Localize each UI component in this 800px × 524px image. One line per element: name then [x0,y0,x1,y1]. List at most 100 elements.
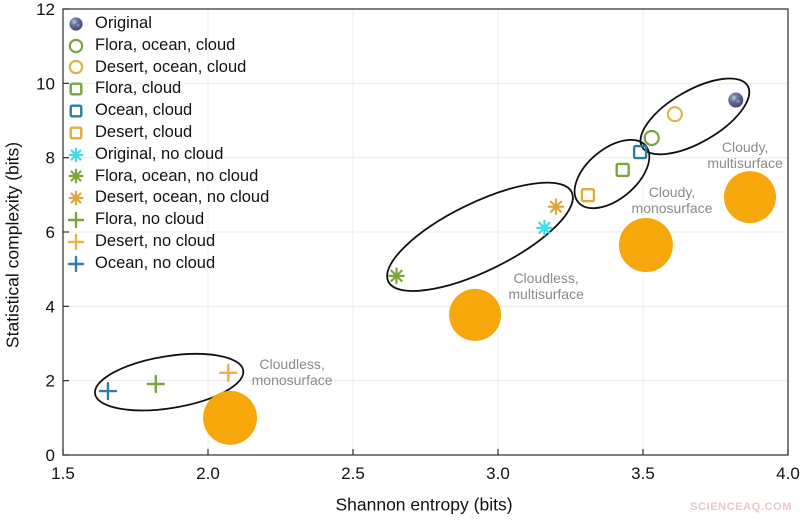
y-tick-label: 12 [36,0,55,19]
legend-item-label: Flora, ocean, cloud [95,35,236,54]
x-tick-label: 1.5 [51,464,75,483]
y-tick-label: 2 [46,372,55,391]
sun-icon [203,390,258,445]
marker-asterisk [68,169,84,184]
legend-item-flora-ocean-no-cloud: Flora, ocean, no cloud [66,166,269,188]
point-original-no-cloud [536,219,553,237]
point-desert-no-cloud [219,363,238,383]
marker-plus [67,255,85,272]
point-flora-cloud [615,162,630,178]
marker-planet [69,17,83,31]
y-axis-label: Statistical complexity (bits) [2,141,23,349]
x-tick-label: 2.5 [341,464,365,483]
legend-item-label: Flora, cloud [95,79,182,98]
legend-item-label: Desert, cloud [95,122,193,141]
legend-item-flora-no-cloud: Flora, no cloud [66,209,269,231]
cluster-ellipse-cloudless-multisurface [386,181,574,292]
point-flora-ocean-cloud [643,129,660,147]
marker-plus [98,381,118,401]
marker-asterisk [68,190,84,206]
point-desert-ocean-no-cloud [547,198,565,216]
x-tick-label: 4.0 [776,464,800,483]
legend-item-original-no-cloud: Original, no cloud [66,144,269,166]
legend-item-label: Original, no cloud [95,144,224,163]
y-tick-label: 4 [46,297,55,316]
clouds-river-icon [724,171,777,224]
legend-item-label: Ocean, cloud [95,101,193,120]
legend-marker-square [69,126,83,140]
marker-asterisk [536,219,553,237]
planet-highlight [76,23,80,27]
legend-marker-asterisk [68,190,84,206]
legend-item-label: Desert, ocean, cloud [95,57,247,76]
marker-square [69,82,83,96]
marker-square [580,188,596,203]
point-flora-no-cloud [146,374,165,394]
legend-item-desert-cloud: Desert, cloud [66,122,269,144]
legend-marker-square [69,82,83,96]
watermark: SCIENCEAQ.COM [690,501,792,513]
legend-item-label: Flora, no cloud [95,210,205,229]
marker-square [615,162,630,178]
marker-plus [219,363,238,383]
point-ocean-no-cloud [98,381,118,401]
legend-item-flora-cloud: Flora, cloud [66,78,269,100]
legend-item-ocean-cloud: Ocean, cloud [66,100,269,122]
cluster-label-cloudless-multisurface: Cloudless, multisurface [508,270,584,302]
legend-marker-plus [67,255,85,272]
legend-marker-asterisk [68,147,84,163]
planet-highlight [731,96,736,101]
x-tick-label: 3.0 [486,464,510,483]
y-tick-label: 8 [46,149,55,168]
legend-item-original: Original [66,13,269,35]
legend: Original Flora, ocean, cloud Desert, ocean… [66,13,269,275]
point-desert-ocean-cloud [666,106,684,123]
cluster-label-cloudy-monosurface: Cloudy, monosurface [632,184,713,216]
legend-item-desert-ocean-cloud: Desert, ocean, cloud [66,57,269,79]
marker-planet [728,92,744,108]
cluster-ellipse-cloudless-monosurface [94,353,245,412]
marker-plus [67,211,85,229]
marker-circle [643,129,660,147]
cluster-label-cloudy-multisurface: Cloudy, multisurface [707,139,783,171]
legend-marker-plus [67,233,85,251]
marker-square [69,104,83,118]
legend-item-desert-no-cloud: Desert, no cloud [66,231,269,253]
clouds-icon [618,218,673,273]
legend-item-label: Flora, ocean, no cloud [95,166,259,185]
marker-circle [68,38,84,53]
legend-marker-planet [69,17,83,31]
point-flora-ocean-no-cloud [388,267,405,285]
legend-marker-asterisk [68,169,84,184]
planet-highlight [736,100,740,104]
marker-circle [666,106,684,123]
point-ocean-cloud [632,144,648,160]
legend-item-label: Desert, ocean, no cloud [95,188,270,207]
point-desert-cloud [580,188,596,203]
legend-marker-square [69,104,83,118]
x-tick-label: 2.0 [196,464,220,483]
x-axis-label: Shannon entropy (bits) [335,494,513,515]
marker-asterisk [547,198,565,216]
marker-plus [67,233,85,251]
legend-item-desert-ocean-no-cloud: Desert, ocean, no cloud [66,187,269,209]
legend-item-label: Original [95,14,152,32]
legend-item-label: Desert, no cloud [95,231,216,250]
x-tick-label: 3.5 [631,464,655,483]
point-original [728,92,744,108]
legend-marker-circle [68,38,84,53]
marker-asterisk [388,267,405,285]
marker-asterisk [68,147,84,163]
land-river-icon [449,288,502,341]
legend-item-label: Ocean, no cloud [95,253,216,272]
y-tick-label: 10 [36,74,55,93]
marker-square [69,126,83,140]
legend-item-flora-ocean-cloud: Flora, ocean, cloud [66,35,269,57]
marker-plus [146,374,165,394]
legend-item-ocean-no-cloud: Ocean, no cloud [66,253,269,275]
cluster-label-cloudless-monosurface: Cloudless, monosurface [252,356,333,388]
y-tick-label: 0 [46,446,55,465]
y-tick-label: 6 [46,223,55,242]
